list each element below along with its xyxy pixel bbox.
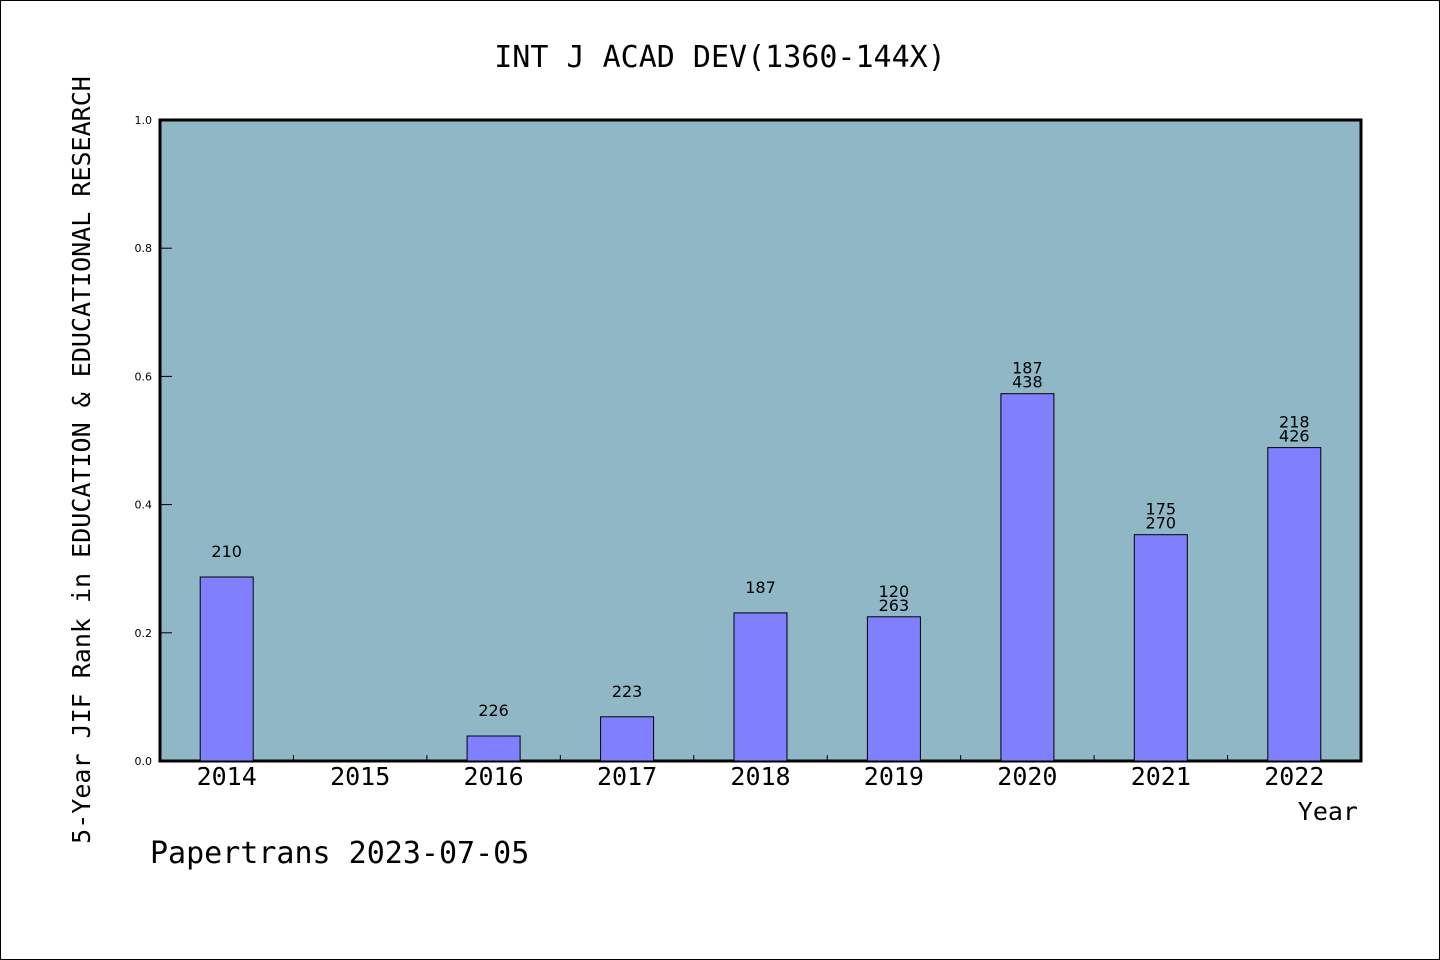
- data-label-2021: 270: [1146, 514, 1177, 533]
- bar-2022: [1267, 447, 1322, 762]
- x-tick-label: 2020: [997, 762, 1057, 791]
- x-axis-label: Year: [1298, 797, 1358, 826]
- x-tick-label: 2018: [730, 762, 790, 791]
- data-label-2019: 263: [879, 596, 910, 615]
- data-label-2020: 187: [1012, 359, 1043, 378]
- x-tick-label: 2016: [463, 762, 523, 791]
- bar-2021: [1133, 534, 1188, 762]
- bar-2020: [1000, 393, 1055, 762]
- bar-2014: [199, 576, 254, 762]
- data-label-2019: 120: [879, 582, 910, 601]
- bar-2018: [733, 612, 788, 762]
- data-label-2016: 226: [478, 701, 509, 720]
- y-tick-label: 1.0: [135, 114, 153, 127]
- x-tick-label: 2015: [330, 762, 390, 791]
- data-label-2018: 187: [745, 578, 776, 597]
- y-tick-label: 0.6: [135, 370, 153, 383]
- data-label-2014: 210: [211, 542, 242, 561]
- y-ticks-group: 0.0 0.2 0.4 0.6 0.8 1.0: [135, 114, 172, 768]
- y-tick-label: 0.4: [135, 499, 153, 512]
- footer-text: Papertrans 2023-07-05: [150, 836, 529, 871]
- x-tick-label: 2019: [864, 762, 924, 791]
- x-tick-label: 2021: [1131, 762, 1191, 791]
- bar-2019: [866, 616, 921, 762]
- x-ticks-group: 2014 2015 2016 2017 2018 2019 2020 2021 2022: [197, 755, 1324, 791]
- bar-2017: [600, 716, 655, 762]
- y-tick-label: 0.2: [135, 627, 153, 640]
- y-axis-label: 5-Year JIF Rank in EDUCATION & EDUCATION…: [67, 76, 96, 844]
- data-label-2022: 218: [1279, 413, 1310, 432]
- data-label-2022: 426: [1279, 427, 1310, 446]
- chart-title: INT J ACAD DEV(1360-144X): [494, 40, 946, 75]
- data-label-2020: 438: [1012, 373, 1043, 392]
- x-tick-label: 2014: [197, 762, 257, 791]
- bar-2016: [466, 735, 521, 762]
- y-tick-label: 0.0: [135, 755, 153, 768]
- x-tick-label: 2022: [1264, 762, 1324, 791]
- data-label-2021: 175: [1146, 500, 1177, 519]
- data-label-2017: 223: [612, 682, 643, 701]
- x-tick-label: 2017: [597, 762, 657, 791]
- y-tick-label: 0.8: [135, 242, 153, 255]
